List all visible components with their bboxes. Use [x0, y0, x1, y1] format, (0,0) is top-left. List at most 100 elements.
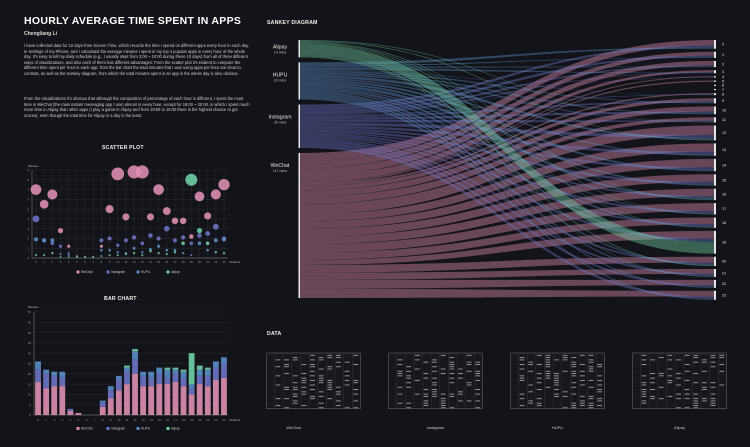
scatter-point [32, 215, 40, 223]
table-cell-mark [275, 375, 281, 377]
table-cell-mark [554, 395, 559, 397]
sankey-source-total: 117 mins [273, 169, 288, 173]
sankey-target-node [714, 70, 716, 74]
table-cell-mark [702, 361, 707, 363]
sankey-target-label: 0 [722, 43, 724, 47]
table-cell-mark [676, 377, 681, 379]
table-cell-mark [475, 370, 481, 372]
table-cell-mark [667, 368, 673, 370]
sankey-target-label: 9 [722, 99, 724, 103]
table-cell-mark [580, 370, 585, 372]
y-tick-label: 5 [29, 403, 31, 407]
table-cell-mark [292, 389, 298, 390]
table-cell-mark [458, 393, 463, 395]
bar-segment [180, 369, 187, 372]
table-cell-mark [466, 400, 472, 402]
sankey-flow [300, 125, 714, 155]
sankey-target-node [714, 117, 716, 123]
table-cell-mark [466, 361, 472, 363]
sankey-target-label: 20 [722, 260, 726, 264]
table-cell-mark [318, 391, 324, 393]
table-cell-mark [571, 386, 577, 388]
table-cell-mark [710, 361, 716, 363]
table-cell-mark [693, 373, 699, 375]
table-cell-mark [528, 370, 534, 372]
table-cell-mark [554, 393, 559, 395]
sankey-target-label: 18 [722, 221, 726, 225]
table-cell-mark [397, 386, 403, 388]
sankey-target-label: 6 [722, 84, 724, 88]
table-cell-mark [650, 359, 656, 361]
sankey-target-node [714, 256, 716, 267]
x-tick-label: 18 [182, 260, 186, 264]
scatter-point [123, 238, 128, 243]
sankey-flow [300, 127, 714, 170]
table-cell-mark [292, 402, 298, 404]
table-cell-mark [432, 389, 437, 390]
table-cell-mark [423, 393, 429, 395]
table-cell-mark [414, 354, 420, 356]
x-tick-label: 9 [110, 418, 112, 422]
table-cell-mark [676, 393, 681, 395]
table-cell-mark [475, 379, 481, 381]
table-cell-mark [641, 354, 647, 356]
data-table [632, 352, 727, 409]
table-cell-mark [292, 395, 298, 397]
sankey-target-node [714, 93, 716, 96]
bar-segment [148, 371, 155, 378]
table-cell-mark [702, 389, 707, 390]
table-cell-mark [588, 359, 594, 361]
scatter-point [67, 254, 70, 257]
table-cell-mark [650, 373, 656, 375]
table-cell-mark [432, 359, 437, 361]
sankey-source-total: 30 mins [274, 78, 287, 82]
bar-segment [172, 367, 179, 370]
table-cell-mark [710, 400, 716, 402]
table-cell-mark [414, 393, 420, 395]
table-cell-mark [588, 368, 594, 370]
table-cell-mark [327, 389, 333, 390]
table-cell-mark [650, 382, 656, 384]
bar-segment [172, 382, 179, 415]
table-border [632, 352, 727, 409]
table-cell-mark [397, 393, 403, 395]
bar-segment [204, 375, 211, 387]
scatter-point [100, 255, 103, 257]
sankey-flow [300, 70, 714, 183]
scatter-point [59, 256, 62, 258]
y-tick-label: 20 [28, 372, 32, 376]
sankey-target-label: 8 [722, 92, 724, 96]
sankey-flow [300, 73, 714, 123]
scatter-point [210, 189, 221, 200]
table-cell-mark [449, 357, 455, 359]
x-tick-label: 14 [149, 260, 153, 264]
table-cell-mark [676, 407, 681, 409]
y-tick-label: 2 [27, 237, 29, 241]
x-tick-label: 23 [222, 418, 226, 422]
x-tick-label: 1 [45, 418, 47, 422]
scatter-point [58, 244, 63, 248]
sankey-target-node [714, 80, 716, 82]
table-cell-mark [519, 359, 525, 361]
sankey-flow [300, 43, 714, 228]
table-header-row [510, 352, 605, 355]
table-cell-mark [597, 364, 603, 365]
y-tick-label: 9 [27, 168, 29, 172]
table-cell-mark [318, 379, 324, 381]
sankey-flow [300, 83, 714, 200]
table-cell-mark [440, 393, 446, 395]
sankey-flow [300, 66, 714, 68]
table-cell-mark [432, 393, 437, 395]
x-tick-label: 11 [126, 418, 129, 422]
table-cell-mark [449, 407, 455, 409]
table-cell-mark [719, 370, 725, 372]
table-cell-mark [710, 393, 716, 395]
sankey-flow [300, 70, 714, 96]
table-cell-mark [423, 377, 429, 379]
sankey-flow [300, 40, 714, 141]
x-tick-label: 8 [101, 260, 103, 264]
legend-swatch [166, 270, 170, 274]
table-cell-mark [284, 359, 290, 361]
